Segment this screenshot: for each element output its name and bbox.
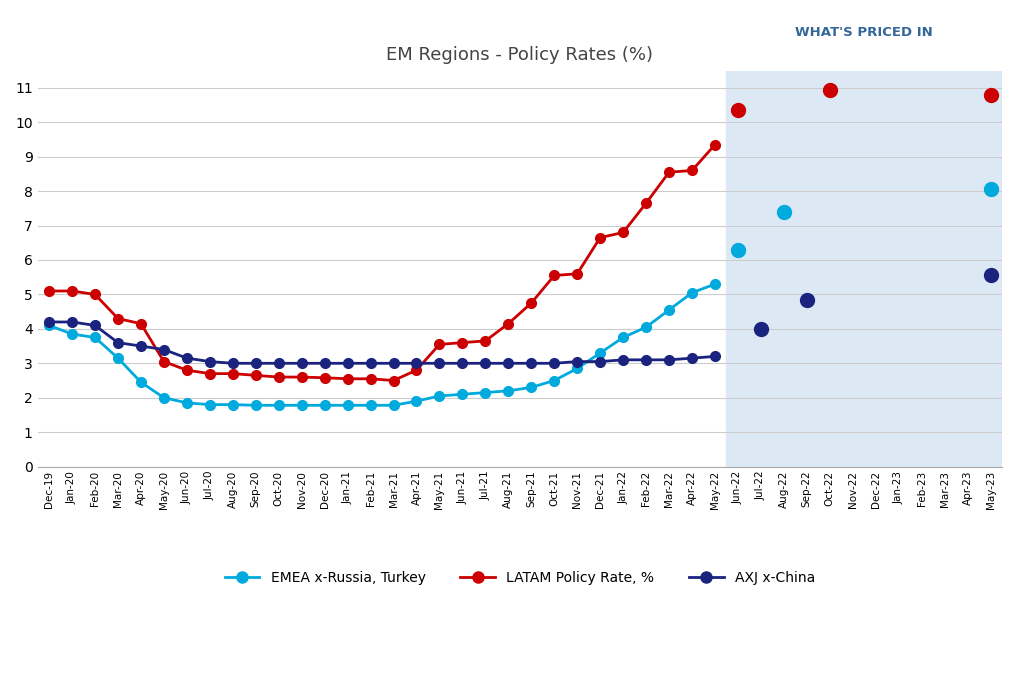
Title: EM Regions - Policy Rates (%): EM Regions - Policy Rates (%) — [386, 46, 653, 64]
Text: WHAT'S PRICED IN: WHAT'S PRICED IN — [795, 26, 934, 39]
Bar — [726, 71, 1002, 466]
Legend: EMEA x-Russia, Turkey, LATAM Policy Rate, %, AXJ x-China: EMEA x-Russia, Turkey, LATAM Policy Rate… — [219, 565, 821, 590]
